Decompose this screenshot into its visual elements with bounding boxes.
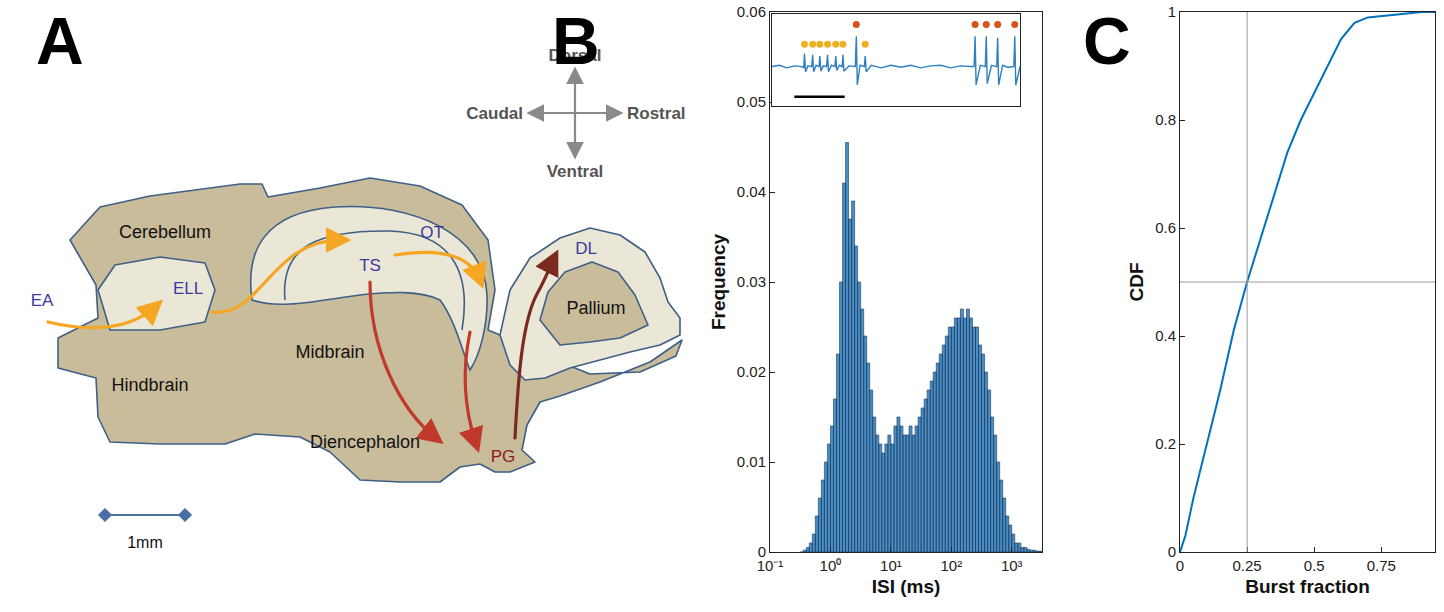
svg-text:0.6: 0.6 bbox=[1155, 219, 1176, 236]
svg-text:Midbrain: Midbrain bbox=[295, 342, 364, 362]
svg-text:0.25: 0.25 bbox=[1233, 557, 1262, 574]
svg-text:Frequency: Frequency bbox=[708, 234, 729, 331]
svg-text:0.04: 0.04 bbox=[737, 183, 766, 200]
svg-text:0.5: 0.5 bbox=[1304, 557, 1325, 574]
svg-text:CDF: CDF bbox=[1126, 262, 1147, 301]
svg-text:Burst fraction: Burst fraction bbox=[1245, 576, 1370, 597]
svg-text:ELL: ELL bbox=[173, 279, 203, 298]
svg-text:0.4: 0.4 bbox=[1155, 327, 1176, 344]
svg-text:10³: 10³ bbox=[1001, 557, 1023, 574]
svg-text:0: 0 bbox=[1168, 543, 1176, 560]
svg-text:1mm: 1mm bbox=[127, 534, 163, 551]
svg-text:PG: PG bbox=[491, 447, 516, 466]
svg-text:OT: OT bbox=[420, 223, 444, 242]
svg-text:0: 0 bbox=[1176, 557, 1184, 574]
svg-text:10⁻¹: 10⁻¹ bbox=[757, 557, 784, 574]
svg-text:Rostral: Rostral bbox=[627, 104, 686, 123]
svg-text:ISI (ms): ISI (ms) bbox=[872, 576, 941, 597]
svg-text:Pallium: Pallium bbox=[566, 298, 625, 318]
svg-text:Cerebellum: Cerebellum bbox=[119, 222, 211, 242]
svg-text:0.8: 0.8 bbox=[1155, 111, 1176, 128]
svg-text:Dorsal: Dorsal bbox=[549, 46, 602, 65]
svg-text:0.03: 0.03 bbox=[737, 273, 766, 290]
svg-text:0.06: 0.06 bbox=[737, 3, 766, 20]
svg-text:10¹: 10¹ bbox=[880, 557, 902, 574]
svg-text:Ventral: Ventral bbox=[547, 162, 604, 181]
svg-text:0.2: 0.2 bbox=[1155, 435, 1176, 452]
svg-text:1: 1 bbox=[1168, 3, 1176, 20]
svg-text:Diencephalon: Diencephalon bbox=[310, 432, 420, 452]
svg-text:0.02: 0.02 bbox=[737, 363, 766, 380]
svg-text:TS: TS bbox=[359, 256, 381, 275]
svg-text:DL: DL bbox=[575, 239, 597, 258]
svg-text:0.75: 0.75 bbox=[1367, 557, 1396, 574]
svg-text:Hindbrain: Hindbrain bbox=[111, 375, 188, 395]
svg-text:Caudal: Caudal bbox=[466, 104, 523, 123]
svg-text:10²: 10² bbox=[940, 557, 962, 574]
svg-text:0.05: 0.05 bbox=[737, 93, 766, 110]
svg-text:0.01: 0.01 bbox=[737, 453, 766, 470]
svg-text:EA: EA bbox=[31, 291, 54, 310]
svg-text:0: 0 bbox=[758, 543, 766, 560]
svg-text:10⁰: 10⁰ bbox=[820, 557, 842, 574]
